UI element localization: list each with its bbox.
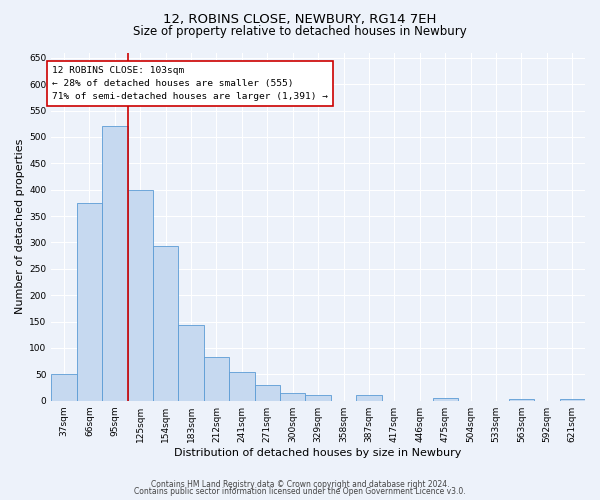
Bar: [204, 358, 229, 401]
Bar: [509, 399, 534, 400]
Bar: [305, 395, 331, 400]
Bar: [178, 326, 204, 400]
Bar: [153, 246, 178, 400]
Bar: [356, 395, 382, 400]
Bar: [229, 372, 254, 400]
Text: 12, ROBINS CLOSE, NEWBURY, RG14 7EH: 12, ROBINS CLOSE, NEWBURY, RG14 7EH: [163, 12, 437, 26]
Bar: [560, 399, 585, 400]
X-axis label: Distribution of detached houses by size in Newbury: Distribution of detached houses by size …: [175, 448, 462, 458]
Text: Contains HM Land Registry data © Crown copyright and database right 2024.: Contains HM Land Registry data © Crown c…: [151, 480, 449, 489]
Text: Contains public sector information licensed under the Open Government Licence v3: Contains public sector information licen…: [134, 487, 466, 496]
Bar: [77, 203, 102, 400]
Y-axis label: Number of detached properties: Number of detached properties: [15, 139, 25, 314]
Bar: [254, 385, 280, 400]
Bar: [102, 126, 128, 400]
Text: 12 ROBINS CLOSE: 103sqm
← 28% of detached houses are smaller (555)
71% of semi-d: 12 ROBINS CLOSE: 103sqm ← 28% of detache…: [52, 66, 328, 101]
Text: Size of property relative to detached houses in Newbury: Size of property relative to detached ho…: [133, 25, 467, 38]
Bar: [51, 374, 77, 400]
Bar: [128, 190, 153, 400]
Bar: [433, 398, 458, 400]
Bar: [280, 393, 305, 400]
